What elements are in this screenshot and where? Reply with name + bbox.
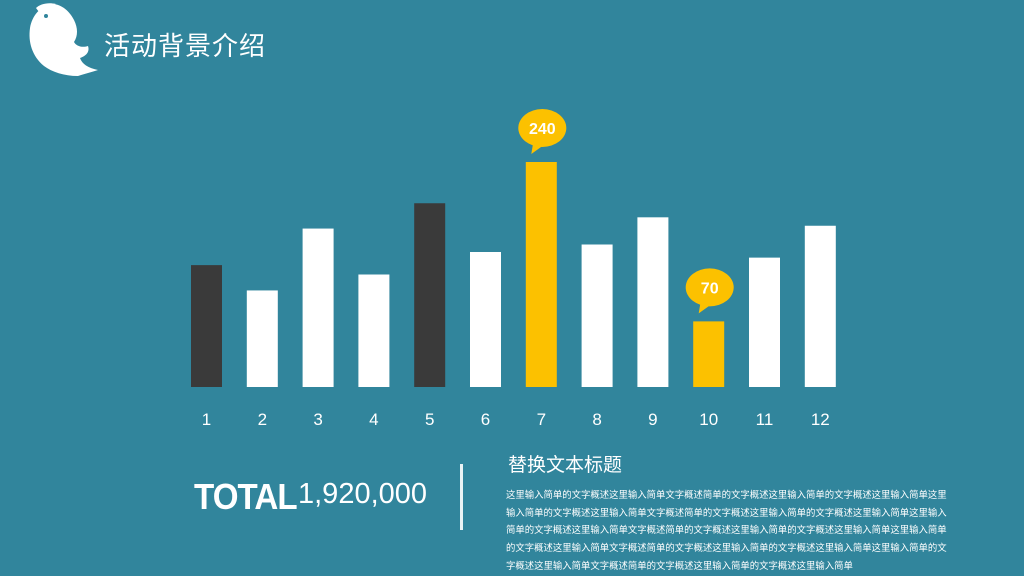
bar-1: [191, 265, 222, 387]
x-tick-label-5: 5: [425, 410, 434, 429]
total-label: TOTAL: [194, 476, 298, 517]
eagle-logo-icon: [29, 3, 98, 76]
bar-2: [246, 290, 278, 387]
callout-label-10: 70: [701, 280, 719, 297]
section-subtitle: 替换文本标题: [508, 454, 623, 476]
x-tick-label-8: 8: [592, 410, 601, 429]
bar-10: [693, 321, 725, 387]
bar-6: [470, 252, 501, 387]
x-tick-label-12: 12: [811, 410, 830, 429]
bar-11: [749, 257, 780, 387]
description-text: 这里输入简单的文字概述这里输入简单文字概述简单的文字概述这里输入简单的文字概述这…: [506, 490, 947, 572]
x-tick-label-2: 2: [258, 410, 267, 429]
bar-5: [414, 203, 446, 387]
bar-7: [525, 162, 557, 387]
bar-12: [804, 225, 836, 387]
page-title: 活动背景介绍: [104, 32, 267, 62]
total-value: 1,920,000: [298, 478, 428, 510]
x-tick-label-4: 4: [369, 410, 378, 429]
callout-bubble-10: 70: [685, 268, 734, 314]
callout-bubble-7: 240: [518, 109, 567, 154]
x-tick-label-7: 7: [537, 410, 546, 429]
bar-4: [358, 274, 390, 387]
x-tick-label-10: 10: [699, 410, 718, 429]
x-tick-label-1: 1: [202, 410, 211, 429]
bar-8: [581, 244, 613, 387]
bar-3: [302, 228, 334, 387]
x-tick-label-6: 6: [481, 410, 490, 429]
divider: [460, 464, 463, 530]
x-tick-label-11: 11: [756, 410, 774, 429]
x-tick-label-9: 9: [648, 410, 657, 429]
x-tick-label-3: 3: [313, 410, 322, 429]
callout-label-7: 240: [529, 121, 556, 138]
bar-9: [637, 217, 669, 387]
